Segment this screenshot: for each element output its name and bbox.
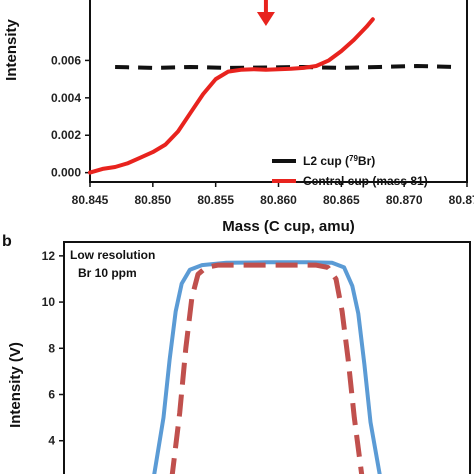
top-y-tick-label: 0.000: [51, 166, 81, 180]
bottom-annotation-subtitle: Br 10 ppm: [78, 266, 137, 280]
top-x-tick-label: 80.875: [449, 193, 474, 207]
arrow-marker: [256, 0, 275, 26]
top-x-tick-label: 80.855: [197, 193, 234, 207]
top-x-axis-label: Mass (C cup, amu): [222, 218, 355, 235]
top-x-tick-label: 80.870: [386, 193, 423, 207]
top-x-tick-label: 80.850: [134, 193, 171, 207]
top-chart-panel: 80.845 80.850 80.855 80.860 80.865 80.870 80.8…: [3, 0, 474, 235]
bottom-y-tick-label: 8: [48, 341, 55, 355]
bottom-y-tick-label: 12: [42, 249, 56, 263]
series-red-dashed-peak-line: [169, 262, 365, 474]
bottom-series-group: [152, 260, 382, 474]
top-x-tick-label: 80.845: [72, 193, 109, 207]
top-axes: 80.845 80.850 80.855 80.860 80.865 80.870 80.8…: [51, 0, 474, 207]
top-x-tick-label: 80.865: [323, 193, 360, 207]
bottom-y-tick-label: 6: [48, 388, 55, 402]
top-y-axis-label: Intensity: [3, 19, 20, 81]
legend-label: L2 cup (79Br): [303, 154, 375, 169]
top-y-tick-label: 0.004: [51, 91, 81, 105]
legend-label: Central cup (mass 81): [303, 174, 428, 188]
bottom-y-tick-label: 10: [42, 295, 56, 309]
series-blue-peak-line: [152, 260, 382, 474]
top-legend: L2 cup (79Br) Central cup (mass 81): [272, 154, 428, 188]
arrow-head: [256, 12, 275, 26]
bottom-chart-panel: b 4 6 8 10 12 Low resolution Br 10 ppm Inten…: [2, 233, 471, 474]
top-series-group: [88, 17, 455, 175]
top-y-tick-label: 0.006: [51, 53, 81, 67]
bottom-y-axis-label: Intensity (V): [7, 342, 24, 428]
top-y-tick-label: 0.002: [51, 128, 81, 142]
bottom-axes: 4 6 8 10 12: [42, 241, 471, 474]
bottom-annotation-title: Low resolution: [70, 248, 155, 262]
bottom-plot-frame: [63, 241, 471, 474]
bottom-y-tick-label: 4: [48, 434, 55, 448]
panel-label-b: b: [2, 233, 12, 250]
top-x-tick-label: 80.860: [260, 193, 297, 207]
series-central-cup-line: [88, 17, 375, 175]
